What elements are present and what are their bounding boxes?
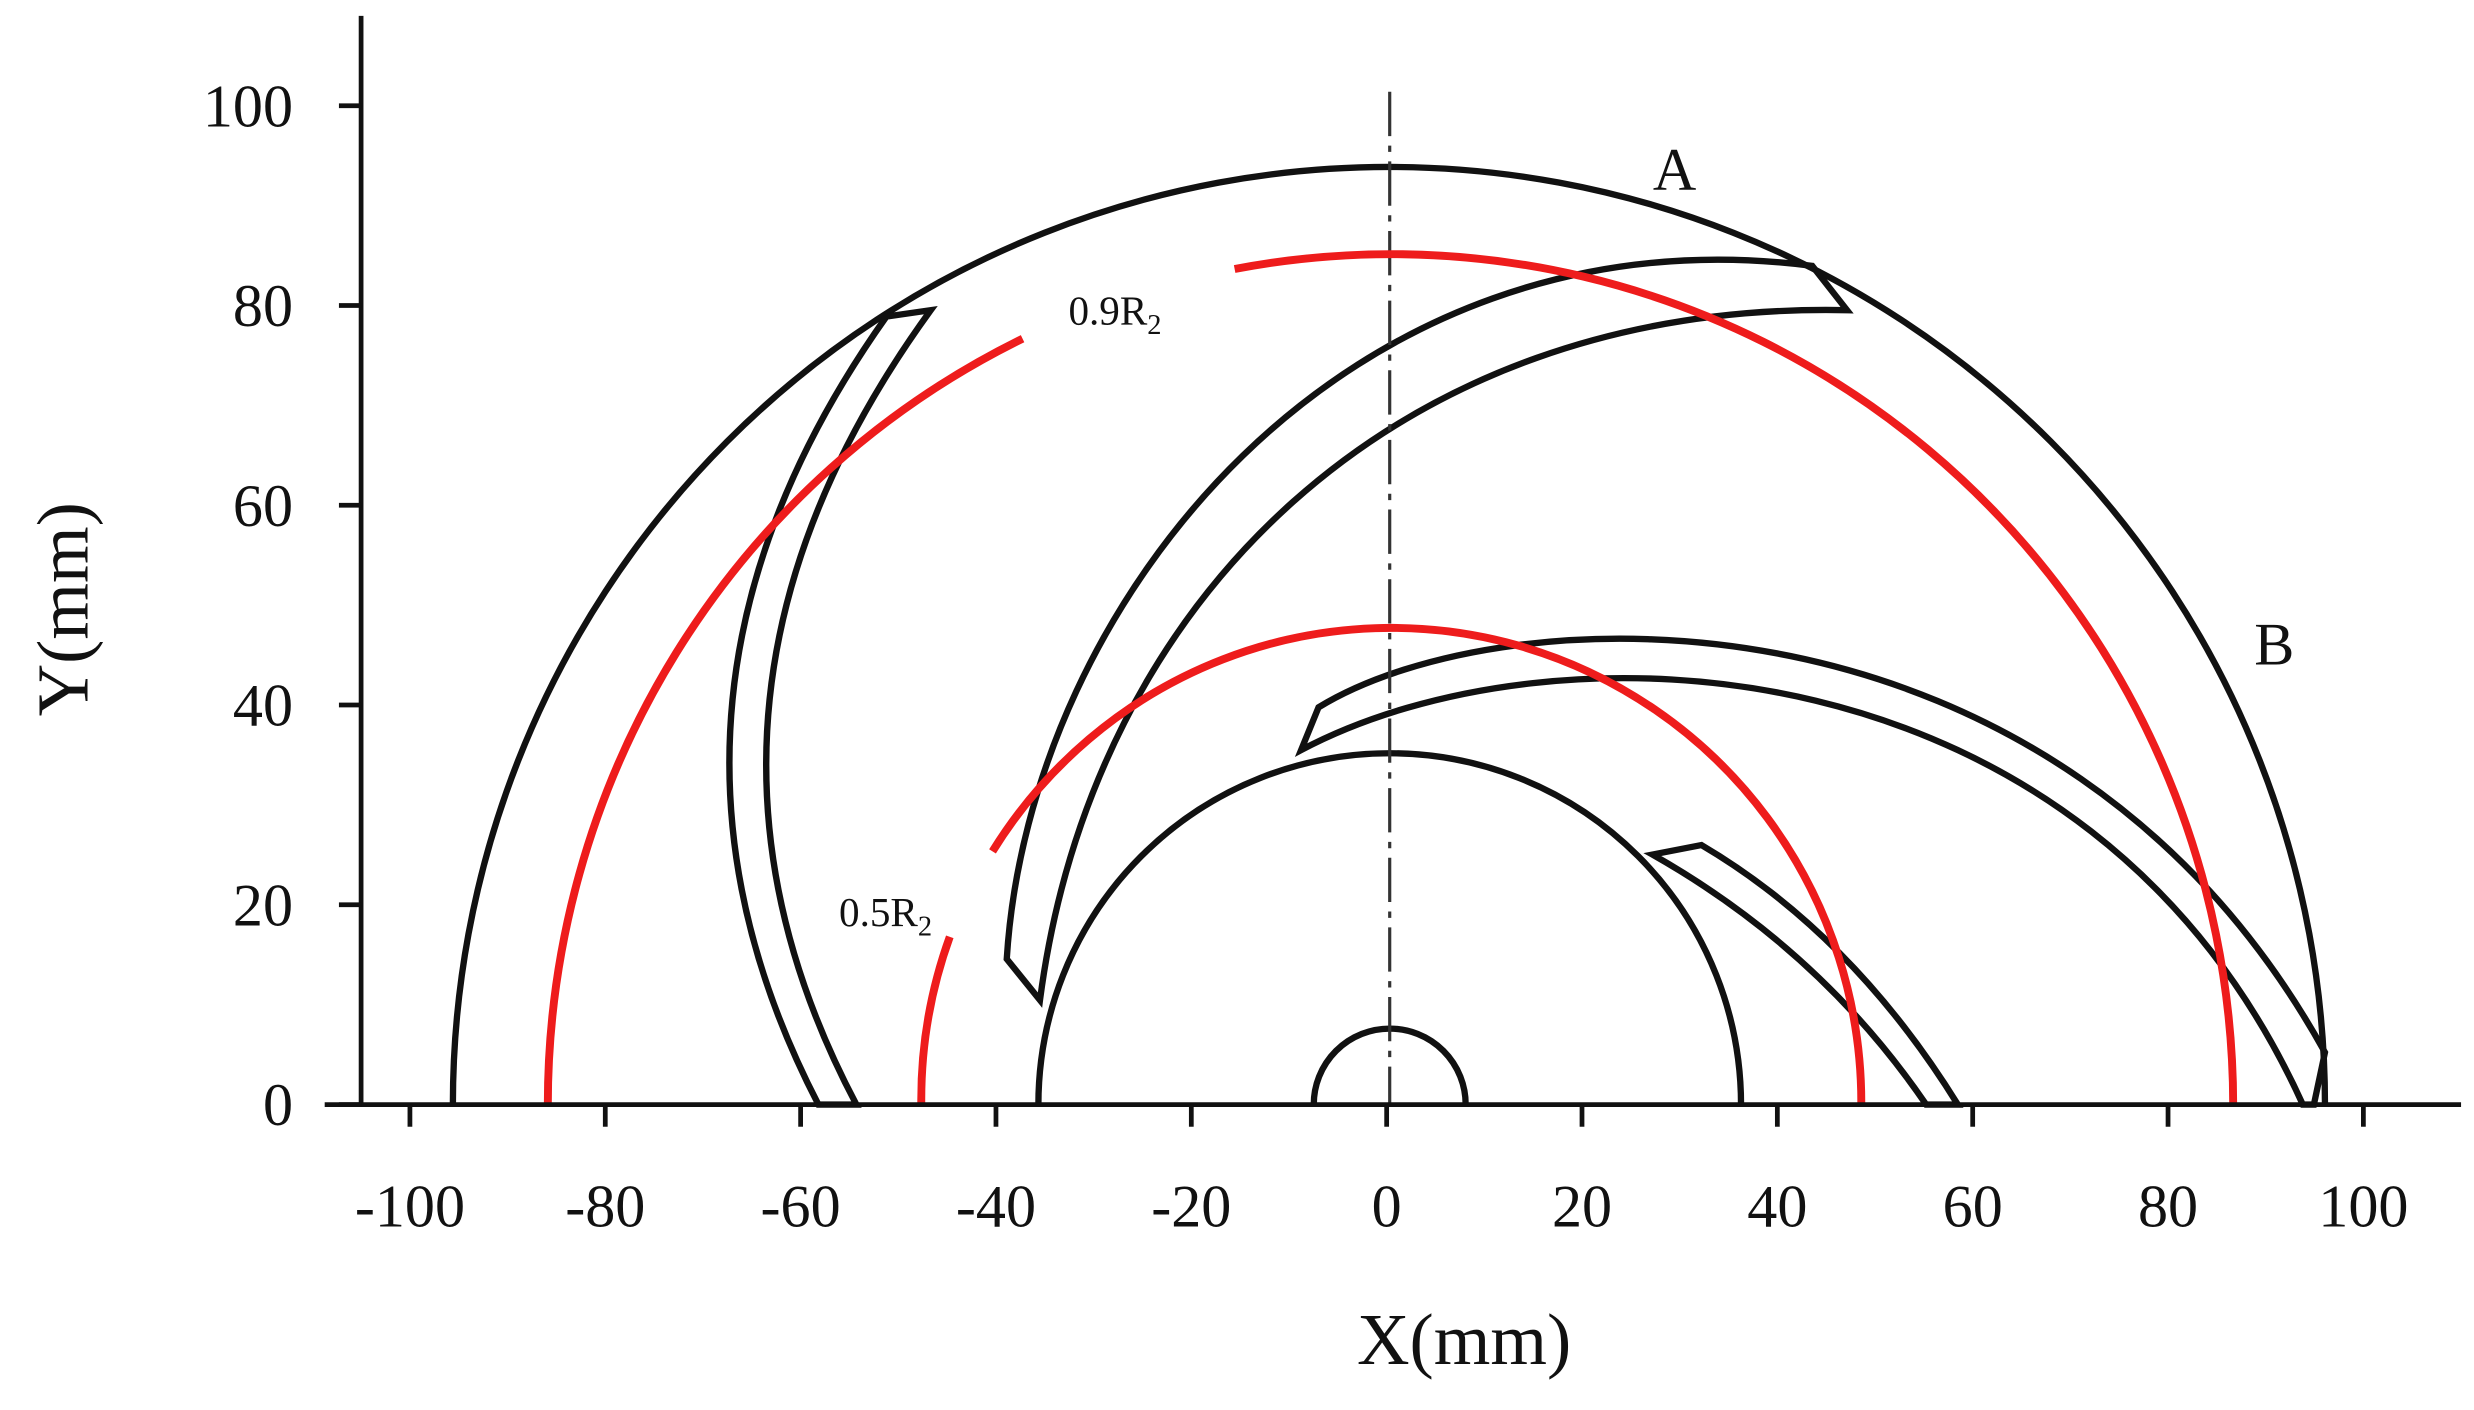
x-tick-label: 80 (2138, 1173, 2198, 1240)
x-tick-label: -60 (761, 1173, 841, 1240)
annotation-text: 0.5R (839, 889, 918, 935)
x-tick-label: 0 (1372, 1173, 1402, 1240)
x-tick-label: -100 (355, 1173, 465, 1240)
y-tick-label: 80 (233, 273, 293, 340)
annotation: A (1653, 137, 1696, 204)
impeller (449, 91, 2329, 1108)
x-tick-label: 20 (1552, 1173, 1612, 1240)
x-axis-label: X(mm) (1357, 1299, 1571, 1380)
y-tick-label: 60 (233, 473, 293, 540)
x-tick-label: -20 (1151, 1173, 1231, 1240)
annotation: 0.9R2 (1068, 287, 1161, 340)
annotation-subscript: 2 (918, 911, 932, 942)
blade (1003, 256, 1854, 1008)
x-tick-label: 100 (2318, 1173, 2408, 1240)
y-axis-label: Y(mm) (22, 502, 103, 716)
blade (726, 305, 938, 1108)
blade (1294, 635, 2329, 1108)
y-tick-label: 0 (263, 1072, 293, 1139)
radius-arc (989, 623, 1866, 1105)
x-tick-label: 60 (1943, 1173, 2003, 1240)
x-tick-label: 40 (1747, 1173, 1807, 1240)
y-tick-label: 100 (203, 73, 293, 140)
annotation: B (2254, 612, 2294, 679)
x-tick-label: -40 (956, 1173, 1036, 1240)
x-tick-label: -80 (565, 1173, 645, 1240)
annotation-subscript: 2 (1147, 310, 1161, 341)
y-tick-label: 20 (233, 872, 293, 939)
radius-arc (543, 335, 1025, 1105)
y-tick-label: 40 (233, 673, 293, 740)
annotation-text: 0.9R (1068, 287, 1147, 333)
radius-arc (917, 935, 954, 1105)
radius-arc (1233, 250, 2238, 1105)
annotation: 0.5R2 (839, 889, 932, 942)
